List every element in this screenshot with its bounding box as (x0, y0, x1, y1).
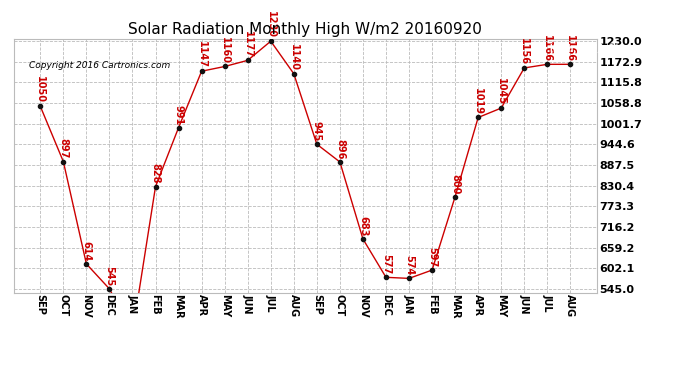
Text: 896: 896 (335, 139, 345, 159)
Text: 897: 897 (59, 138, 68, 159)
Text: 1140: 1140 (289, 44, 299, 71)
Text: 1177: 1177 (243, 31, 253, 58)
Text: 1166: 1166 (565, 34, 575, 62)
Text: 577: 577 (381, 254, 391, 274)
Text: 1156: 1156 (520, 38, 529, 65)
Text: 800: 800 (450, 174, 460, 194)
Text: Copyright 2016 Cartronics.com: Copyright 2016 Cartronics.com (29, 61, 170, 70)
Text: 597: 597 (427, 247, 437, 267)
Text: 1050: 1050 (35, 76, 46, 104)
Text: 1019: 1019 (473, 88, 483, 115)
Text: 683: 683 (358, 216, 368, 236)
Text: 423: 423 (0, 374, 1, 375)
Title: Solar Radiation Monthly High W/m2 20160920: Solar Radiation Monthly High W/m2 201609… (128, 22, 482, 37)
Text: 828: 828 (150, 163, 161, 184)
Text: 614: 614 (81, 241, 91, 261)
Text: 1045: 1045 (496, 78, 506, 105)
Text: 991: 991 (174, 105, 184, 125)
Text: 1147: 1147 (197, 41, 206, 68)
Text: 574: 574 (404, 255, 414, 276)
Text: 1230: 1230 (266, 11, 276, 38)
Text: 945: 945 (312, 121, 322, 141)
Text: High  (W/m2): High (W/m2) (549, 44, 620, 54)
Text: 1166: 1166 (542, 34, 552, 62)
Text: 545: 545 (104, 266, 115, 286)
Text: 1160: 1160 (219, 37, 230, 64)
